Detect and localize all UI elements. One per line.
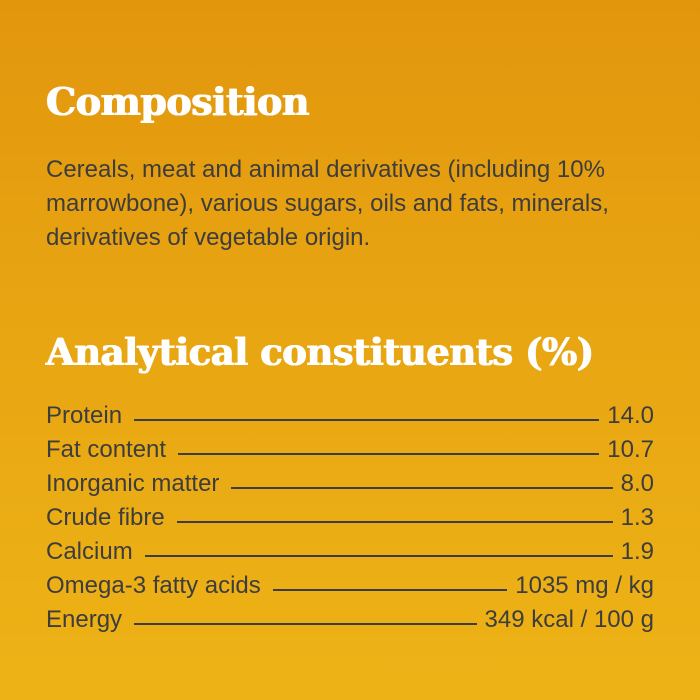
leader-line (176, 521, 613, 523)
analytical-constituents-list: Protein 14.0 Fat content 10.7 Inorganic … (46, 399, 654, 637)
leader-line (272, 589, 508, 591)
constituent-label: Inorganic matter (46, 470, 220, 497)
constituent-value: 1035 mg / kg (515, 572, 654, 599)
leader-line (134, 623, 477, 625)
leader-line (134, 419, 600, 421)
constituent-value: 8.0 (620, 470, 654, 497)
constituent-value: 349 kcal / 100 g (484, 606, 654, 633)
leader-line (178, 453, 600, 455)
constituent-label: Calcium (46, 538, 133, 565)
composition-heading: Composition (46, 79, 310, 124)
constituent-label: Energy (46, 606, 123, 633)
nutrition-panel: Composition Cereals, meat and animal der… (46, 0, 658, 700)
constituent-row-fat-content: Fat content 10.7 (46, 433, 654, 467)
leader-line (231, 487, 613, 489)
constituent-row-calcium: Calcium 1.9 (46, 535, 654, 569)
constituent-row-omega-3: Omega-3 fatty acids 1035 mg / kg (46, 569, 654, 603)
constituent-label: Crude fibre (46, 504, 165, 531)
constituent-value: 1.9 (620, 538, 654, 565)
constituent-label: Protein (46, 402, 123, 429)
constituent-value: 14.0 (607, 402, 654, 429)
analytical-constituents-heading: Analytical constituents (%) (46, 330, 594, 374)
constituent-label: Omega-3 fatty acids (46, 572, 261, 599)
constituent-row-crude-fibre: Crude fibre 1.3 (46, 501, 654, 535)
constituent-value: 10.7 (607, 436, 654, 463)
constituent-label: Fat content (46, 436, 167, 463)
constituent-row-inorganic-matter: Inorganic matter 8.0 (46, 467, 654, 501)
composition-text: Cereals, meat and animal derivatives (in… (46, 156, 609, 251)
constituent-value: 1.3 (620, 504, 654, 531)
constituent-row-energy: Energy 349 kcal / 100 g (46, 603, 654, 637)
constituent-row-protein: Protein 14.0 (46, 399, 654, 433)
leader-line (144, 555, 613, 557)
